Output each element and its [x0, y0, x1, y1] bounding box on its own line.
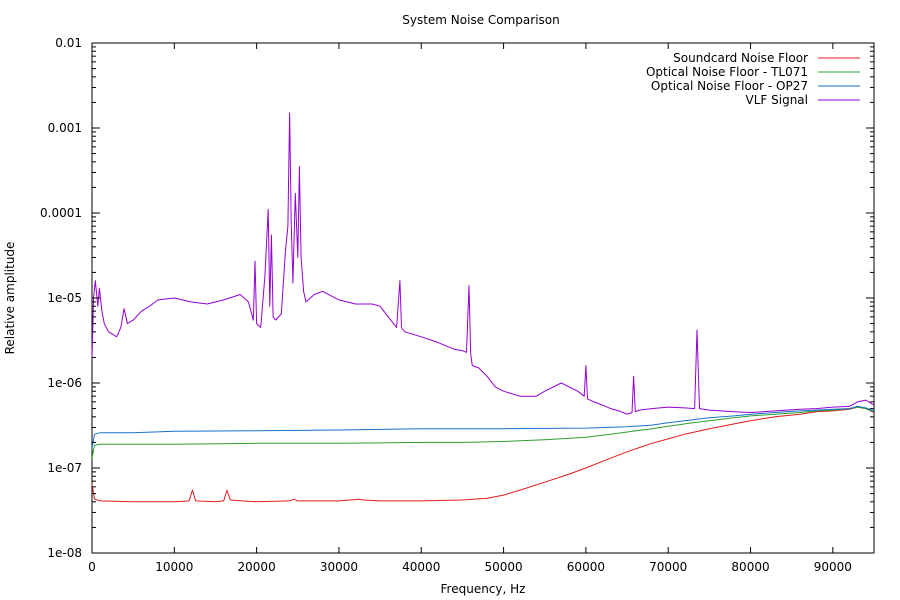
- x-tick-label: 0: [88, 560, 96, 574]
- series-lines: [91, 112, 875, 503]
- y-tick-label: 0.001: [48, 121, 82, 135]
- y-tick-label: 0.01: [55, 36, 82, 50]
- x-tick-label: 50000: [484, 560, 522, 574]
- chart-title: System Noise Comparison: [402, 13, 560, 27]
- series-line-soundcard-noise-floor: [91, 406, 875, 503]
- y-tick-label: 1e-05: [47, 291, 82, 305]
- x-tick-label: 70000: [649, 560, 687, 574]
- legend-label: Optical Noise Floor - TL071: [646, 65, 808, 79]
- y-axis-ticks: 1e-08 1e-07 1e-06 1e-05 0.0001 0.001 0.01: [40, 36, 874, 560]
- x-tick-label: 90000: [814, 560, 852, 574]
- y-tick-label: 1e-07: [47, 461, 82, 475]
- plot-frame: [91, 42, 875, 554]
- x-tick-label: 60000: [567, 560, 605, 574]
- x-axis-label: Frequency, Hz: [441, 582, 526, 596]
- y-tick-label: 0.0001: [40, 206, 82, 220]
- y-tick-label: 1e-08: [47, 546, 82, 560]
- series-line-vlf-signal: [91, 112, 875, 415]
- x-tick-label: 30000: [320, 560, 358, 574]
- plot-area: [91, 42, 875, 554]
- x-axis-ticks: 0 10000 20000 30000 40000 50000 60000 70000 8000…: [88, 43, 852, 574]
- y-tick-label: 1e-06: [47, 376, 82, 390]
- x-tick-label: 40000: [402, 560, 440, 574]
- legend-label: Optical Noise Floor - OP27: [651, 79, 808, 93]
- legend-label: VLF Signal: [746, 93, 808, 107]
- series-line-optical-noise-floor-op27: [91, 405, 875, 449]
- legend-label: Soundcard Noise Floor: [673, 51, 808, 65]
- y-axis-label: Relative amplitude: [3, 242, 17, 355]
- x-tick-label: 20000: [238, 560, 276, 574]
- series-line-optical-noise-floor-tl071: [91, 406, 875, 459]
- x-tick-label: 10000: [155, 560, 193, 574]
- x-tick-label: 80000: [731, 560, 769, 574]
